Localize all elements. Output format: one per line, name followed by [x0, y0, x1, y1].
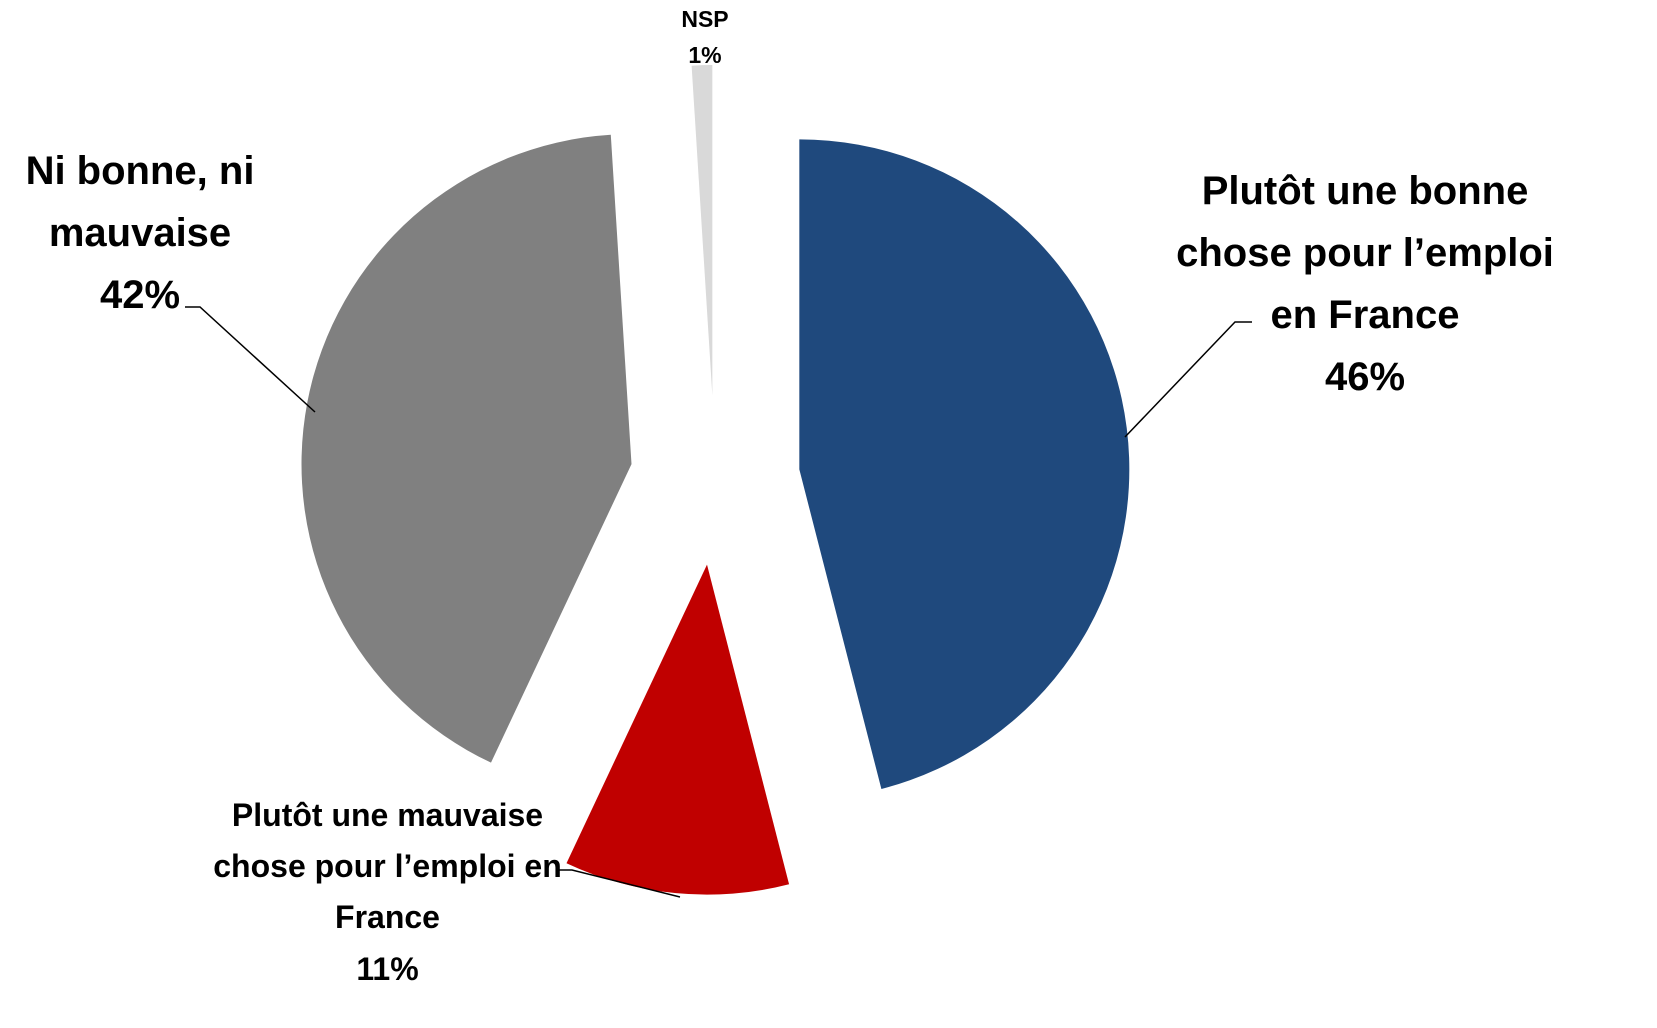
slice-name: NSP	[681, 6, 729, 32]
slice-value: 46%	[1324, 355, 1406, 399]
slice-label: Plutôt une bonne chose pour l’emploi en …	[1175, 160, 1555, 408]
leader-line	[185, 306, 316, 413]
leader-line	[1124, 321, 1252, 438]
slice-label: NSP 1%	[655, 2, 755, 73]
slice-name: Plutôt une bonne chose pour l’emploi en …	[1176, 169, 1554, 337]
slice-label: Plutôt une mauvaise chose pour l’emploi …	[205, 790, 570, 995]
slice-value: 42%	[99, 273, 181, 317]
leader-line	[556, 869, 681, 898]
slice-value: 11%	[356, 950, 419, 987]
pie-slice	[301, 134, 632, 763]
slice-label: Ni bonne, ni mauvaise 42%	[0, 140, 280, 326]
slice-name: Ni bonne, ni mauvaise	[25, 149, 255, 255]
pie-slice	[566, 564, 790, 895]
slice-value: 1%	[688, 41, 722, 68]
pie-slice	[691, 65, 713, 396]
slice-name: Plutôt une mauvaise chose pour l’emploi …	[213, 797, 562, 936]
pie-slice	[799, 139, 1130, 789]
